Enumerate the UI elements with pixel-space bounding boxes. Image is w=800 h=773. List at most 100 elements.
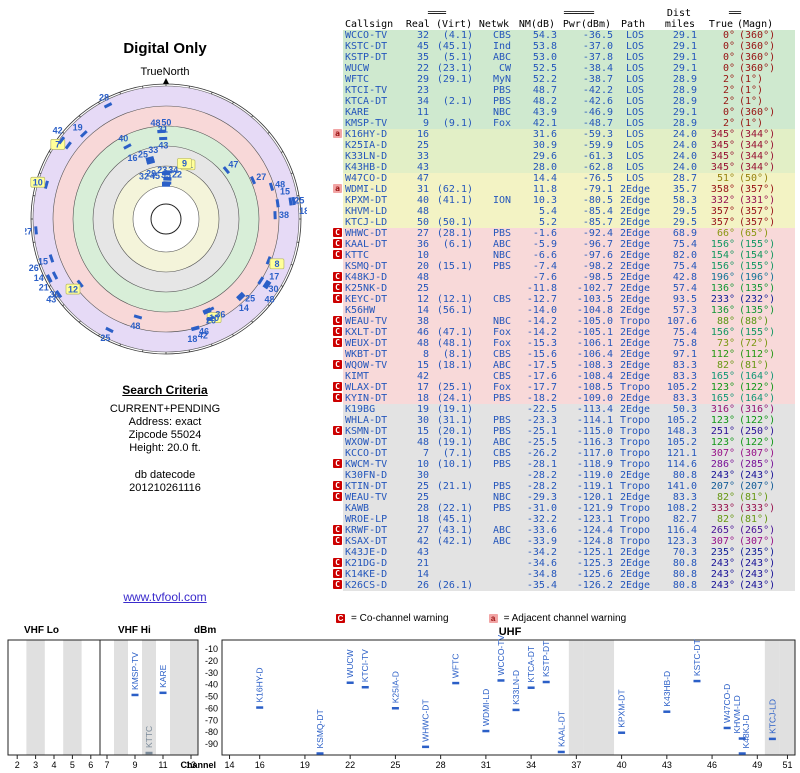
cell-path: Tropo (613, 415, 657, 426)
cell-azimuth-magn: (360°) (735, 41, 789, 52)
radar-channel-label: 16 (128, 153, 138, 163)
cell-network: ABC (475, 360, 513, 371)
cell-dist-miles: 24.0 (657, 129, 697, 140)
cell-network: CBS (475, 294, 513, 305)
cell-pwr-dbm: -106.4 (557, 349, 613, 360)
cell-pwr-dbm: -126.2 (557, 580, 613, 591)
co-channel-warning-icon: C (333, 525, 342, 534)
db-datecode-label: db datecode (30, 469, 300, 482)
cell-warning (333, 547, 343, 558)
cell-callsign: KAAL-DT (343, 239, 405, 250)
cell-nm-db: -33.6 (513, 525, 557, 536)
cell-azimuth-true: 233° (697, 294, 735, 305)
shaded-channel-band (569, 640, 584, 755)
radar-channel-label: 12 (68, 284, 78, 294)
cell-real-channel: 15 (405, 426, 429, 437)
cell-callsign: WEUX-DT (343, 338, 405, 349)
cell-path: LOS (613, 41, 657, 52)
tvfool-link[interactable]: www.tvfool.com (123, 590, 206, 604)
cell-path: 2Edge (613, 580, 657, 591)
cell-azimuth-true: 82° (697, 514, 735, 525)
cell-nm-db: -6.6 (513, 250, 557, 261)
cell-nm-db: -22.5 (513, 404, 557, 415)
cell-azimuth-true: 154° (697, 250, 735, 261)
cell-warning (333, 448, 343, 459)
cell-azimuth-true: 357° (697, 217, 735, 228)
cell-dist-miles: 105.2 (657, 382, 697, 393)
station-marker (317, 752, 324, 755)
cell-callsign: KARE (343, 107, 405, 118)
y-tick-label: -50 (205, 692, 218, 702)
cell-pwr-dbm: -79.1 (557, 184, 613, 195)
station-callsign-label: WDMI-LD (481, 689, 491, 726)
cell-azimuth-magn: (235°) (735, 547, 789, 558)
cell-nm-db: 31.6 (513, 129, 557, 140)
cell-nm-db: -5.9 (513, 239, 557, 250)
cell-azimuth-true: 332° (697, 195, 735, 206)
station-marker (497, 679, 504, 682)
cell-callsign: KMSP-TV (343, 118, 405, 129)
radar-svg: 3245352211292334947274815251838817304825… (25, 78, 307, 360)
cell-azimuth-true: 286° (697, 459, 735, 470)
cell-path: LOS (613, 52, 657, 63)
magn-az-header: (Magn) (733, 19, 787, 30)
cell-virtual-channel: (20.1) (429, 426, 475, 437)
shaded-channel-band (114, 640, 128, 755)
cell-azimuth-magn: (81°) (735, 492, 789, 503)
cell-callsign: KSMN-DT (343, 426, 405, 437)
cell-nm-db: 52.2 (513, 74, 557, 85)
cell-path: LOS (613, 63, 657, 74)
cell-virtual-channel: (26.1) (429, 580, 475, 591)
cell-path: Tropo (613, 503, 657, 514)
cell-azimuth-magn: (331°) (735, 195, 789, 206)
cell-dist-miles: 83.3 (657, 371, 697, 382)
cell-virtual-channel: (23.1) (429, 63, 475, 74)
cell-pwr-dbm: -103.5 (557, 294, 613, 305)
cell-nm-db: -12.7 (513, 294, 557, 305)
cell-warning (333, 107, 343, 118)
cell-nm-db: -31.0 (513, 503, 557, 514)
cell-azimuth-true: 0° (697, 63, 735, 74)
station-callsign-label: WFTC (451, 654, 461, 679)
shaded-channel-band (780, 640, 795, 755)
cell-path: LOS (613, 173, 657, 184)
cell-path: Tropo (613, 382, 657, 393)
cell-warning: C (333, 525, 343, 536)
criteria-line: Height: 20.0 ft. (30, 442, 300, 455)
cell-callsign: K25NK-D (343, 283, 405, 294)
cell-azimuth-magn: (155°) (735, 239, 789, 250)
cell-pwr-dbm: -119.1 (557, 481, 613, 492)
x-tick-label: 49 (752, 760, 762, 768)
y-tick-label: -90 (205, 739, 218, 749)
cell-warning: C (333, 382, 343, 393)
cell-real-channel: 23 (405, 85, 429, 96)
radar-station-marker (134, 316, 142, 318)
cell-dist-miles: 83.3 (657, 492, 697, 503)
criteria-line: Zipcode 55024 (30, 429, 300, 442)
co-channel-warning-icon: C (333, 569, 342, 578)
cell-virtual-channel (429, 371, 475, 382)
cell-azimuth-true: 316° (697, 404, 735, 415)
cell-nm-db: -35.4 (513, 580, 557, 591)
cell-pwr-dbm: -38.4 (557, 63, 613, 74)
cell-azimuth-true: 358° (697, 184, 735, 195)
cell-dist-miles: 105.2 (657, 415, 697, 426)
cell-warning: C (333, 239, 343, 250)
cell-callsign: KWCM-TV (343, 459, 405, 470)
cell-network: CW (475, 63, 513, 74)
cell-network (475, 569, 513, 580)
station-marker (558, 751, 565, 754)
radar-channel-label: 30 (268, 284, 278, 294)
cell-pwr-dbm: -104.8 (557, 305, 613, 316)
radar-channel-label: 25 (294, 195, 304, 205)
station-callsign-label: K43HB-D (662, 671, 672, 707)
cell-azimuth-magn: (265°) (735, 525, 789, 536)
cell-warning (333, 85, 343, 96)
cell-pwr-dbm: -61.3 (557, 151, 613, 162)
cell-azimuth-magn: (344°) (735, 151, 789, 162)
